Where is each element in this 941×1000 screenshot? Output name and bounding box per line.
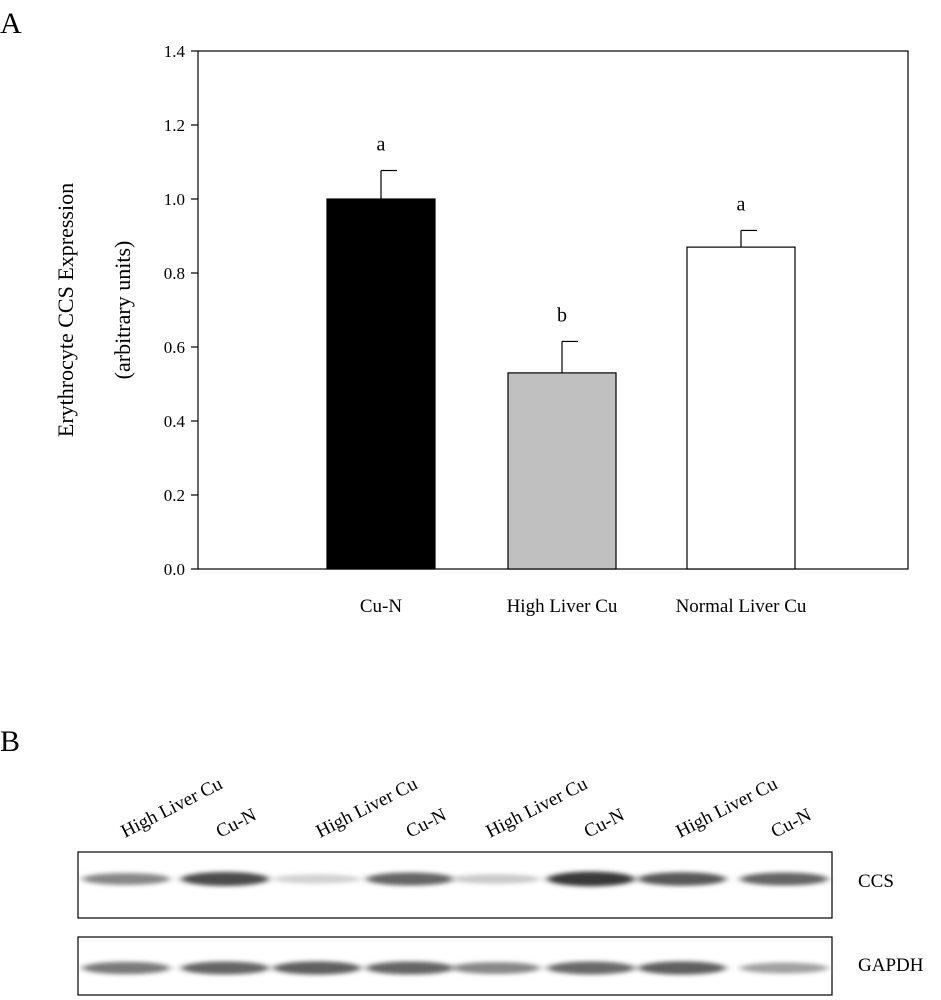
lane-label: High Liver Cu [118, 773, 227, 842]
blot-band [273, 961, 361, 975]
blot-band [547, 961, 635, 975]
x-axis-labels: Cu-N High Liver Cu Normal Liver Cu [360, 596, 807, 617]
significance-label: a [737, 193, 746, 215]
lane-label: Cu-N [403, 804, 450, 842]
blot-band [366, 872, 454, 886]
y-tick-label: 1.0 [164, 190, 185, 209]
bar [686, 246, 796, 570]
error-bar [740, 229, 757, 248]
blot-ccs: CCS [77, 851, 894, 919]
lane-label: High Liver Cu [483, 773, 592, 842]
blot-label: GAPDH [858, 955, 924, 976]
blot-band [452, 874, 540, 884]
error-bar [561, 340, 578, 373]
blot-band [740, 872, 828, 886]
y-tick-label: 0.8 [164, 264, 185, 283]
blot-band [82, 961, 170, 975]
panel-b-label: B [0, 725, 20, 758]
y-tick-label: 0.6 [164, 338, 185, 357]
blot-band [740, 962, 828, 974]
lane-label: Cu-N [768, 804, 815, 842]
significance-label: b [557, 304, 567, 326]
blot-band [452, 962, 540, 974]
category-label: Normal Liver Cu [676, 596, 807, 617]
blot-label: CCS [858, 871, 894, 892]
y-tick-label: 1.2 [164, 116, 185, 135]
error-bars [380, 169, 757, 373]
blot-band [638, 872, 726, 886]
blot-frame [77, 851, 833, 919]
bar-series [326, 198, 796, 570]
significance-labels: a b a [377, 134, 746, 327]
blot-band [547, 871, 635, 887]
lane-label: Cu-N [213, 804, 260, 842]
panel-a: A 0.0 0.2 0.4 0.6 0.8 1.0 1.2 1.4 a b a Cu-N High … [0, 7, 909, 617]
western-blots: CCS GAPDH [77, 851, 924, 996]
blot-band [366, 961, 454, 975]
blot-band [181, 961, 269, 975]
y-tick-label: 0.0 [164, 560, 185, 579]
error-bar [380, 169, 397, 199]
y-axis-title: Erythrocyte CCS Expression (arbitrary un… [53, 183, 135, 437]
y-tick-label: 0.4 [164, 412, 186, 431]
y-axis-title-line1: Erythrocyte CCS Expression [53, 183, 78, 437]
y-axis-title-line2: (arbitrary units) [110, 241, 135, 380]
blot-gapdh: GAPDH [77, 936, 924, 996]
category-label: Cu-N [360, 596, 403, 617]
blot-band [638, 961, 726, 975]
y-tick-label: 0.2 [164, 486, 185, 505]
blot-band [273, 874, 361, 884]
lane-label: Cu-N [581, 804, 628, 842]
lane-label: High Liver Cu [673, 773, 782, 842]
y-tick-label: 1.4 [164, 42, 186, 61]
bar [326, 198, 436, 570]
category-label: High Liver Cu [507, 596, 618, 617]
panel-a-label: A [0, 7, 22, 40]
blot-band [181, 872, 269, 886]
y-axis: 0.0 0.2 0.4 0.6 0.8 1.0 1.2 1.4 [164, 42, 198, 579]
lane-label: High Liver Cu [313, 773, 422, 842]
bar [507, 372, 617, 570]
blot-band [82, 873, 170, 885]
significance-label: a [377, 134, 386, 156]
